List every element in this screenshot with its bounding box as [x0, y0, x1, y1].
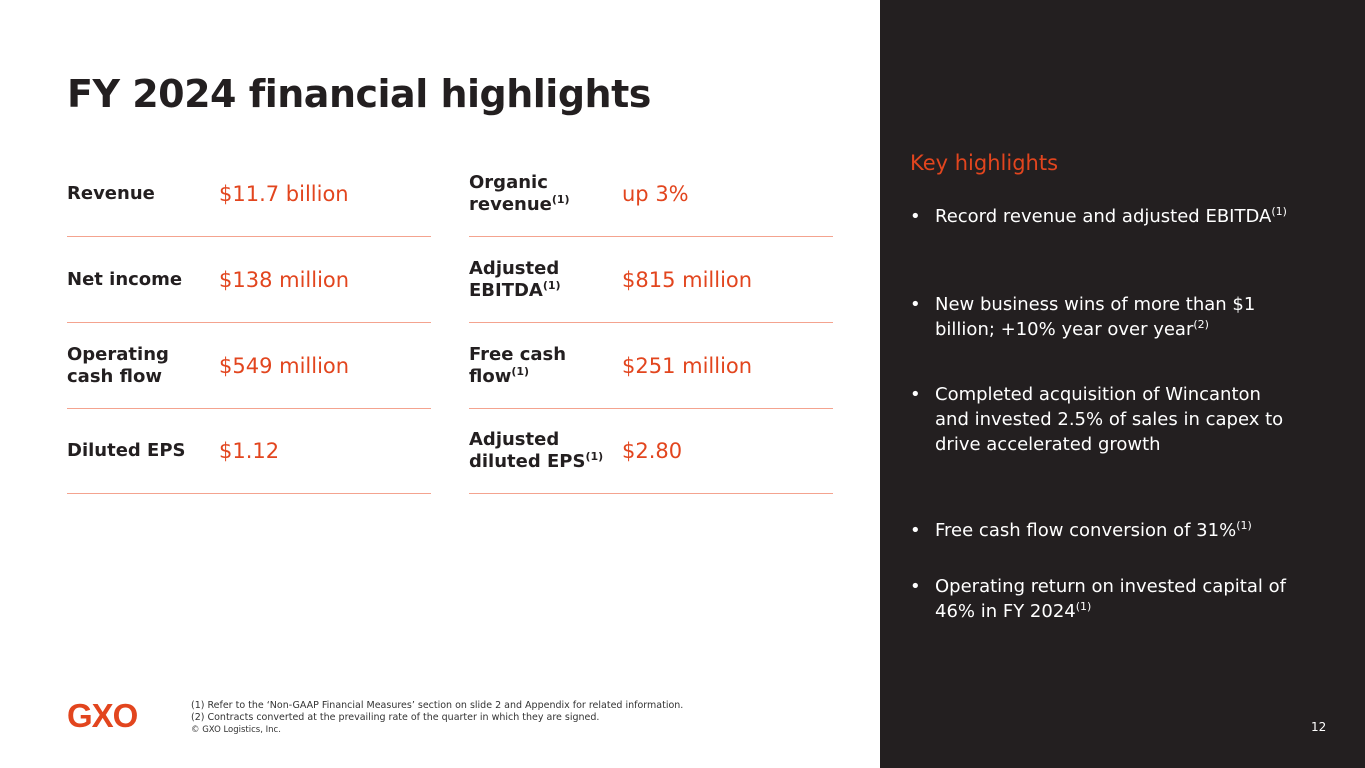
metric-label: Operating cash flow — [67, 323, 217, 409]
copyright: © GXO Logistics, Inc. — [191, 725, 281, 735]
divider — [469, 321, 833, 323]
metric-label-text: Adjusted diluted EPS — [469, 429, 586, 472]
metric-right-3: Adjusted diluted EPS(1) $2.80 — [469, 408, 833, 494]
highlight-item: • Operating return on invested capital of… — [910, 574, 1290, 624]
metric-label: Adjusted EBITDA(1) — [469, 237, 619, 323]
metric-label: Revenue — [67, 151, 217, 237]
metric-value: $2.80 — [622, 439, 683, 463]
highlight-item: • Record revenue and adjusted EBITDA(1) — [910, 204, 1290, 229]
divider — [67, 235, 431, 237]
footnotes: (1) Refer to the ‘Non-GAAP Financial Mea… — [191, 700, 791, 736]
bullet-icon: • — [910, 294, 921, 315]
metric-right-1: Adjusted EBITDA(1) $815 million — [469, 237, 833, 323]
metric-left-0: Revenue $11.7 billion — [67, 151, 431, 237]
metric-label-text: Diluted EPS — [67, 440, 186, 461]
gxo-logo: GXO — [67, 697, 138, 734]
highlight-item: • Free cash flow conversion of 31%(1) — [910, 518, 1290, 543]
metric-label: Diluted EPS — [67, 408, 217, 494]
footnote-ref: (1) — [551, 193, 570, 206]
highlight-item: • Completed acquisition of Wincanton and … — [910, 382, 1290, 457]
page-number: 12 — [1311, 720, 1327, 734]
bullet-icon: • — [910, 520, 921, 541]
divider — [469, 492, 833, 494]
metric-value: $549 million — [219, 354, 350, 378]
metric-label-text: Net income — [67, 269, 183, 290]
footnote-ref: (1) — [1075, 600, 1092, 613]
footnote-ref: (2) — [1193, 318, 1209, 331]
metric-label: Net income — [67, 237, 217, 323]
footnote-ref: (1) — [1236, 519, 1252, 532]
highlight-text: Free cash flow conversion of 31% — [935, 520, 1237, 541]
divider — [469, 407, 833, 409]
divider — [469, 235, 833, 237]
highlight-text: Completed acquisition of Wincanton and i… — [935, 384, 1284, 455]
metric-value: $1.12 — [219, 439, 280, 463]
footnote-ref: (1) — [542, 279, 561, 292]
bullet-icon: • — [910, 206, 921, 227]
highlight-text: New business wins of more than $1 billio… — [935, 294, 1256, 340]
bullet-icon: • — [910, 384, 921, 405]
divider — [67, 407, 431, 409]
footnote-1: (1) Refer to the ‘Non-GAAP Financial Mea… — [191, 700, 684, 711]
metric-label: Organic revenue(1) — [469, 151, 619, 237]
metric-value: $251 million — [622, 354, 753, 378]
metric-value: $815 million — [622, 268, 753, 292]
footnote-ref: (1) — [511, 365, 530, 378]
divider — [67, 321, 431, 323]
metric-right-2: Free cash flow(1) $251 million — [469, 323, 833, 409]
highlight-text: Record revenue and adjusted EBITDA — [935, 206, 1272, 227]
metric-label: Free cash flow(1) — [469, 323, 619, 409]
metric-value: $11.7 billion — [219, 182, 349, 206]
metric-label-text: Adjusted EBITDA — [469, 258, 560, 301]
metric-label-text: Revenue — [67, 183, 155, 204]
footnote-ref: (1) — [1271, 205, 1287, 218]
highlight-item: • New business wins of more than $1 billi… — [910, 292, 1290, 342]
bullet-icon: • — [910, 576, 921, 597]
metric-left-2: Operating cash flow $549 million — [67, 323, 431, 409]
footnote-ref: (1) — [585, 450, 604, 463]
metric-left-3: Diluted EPS $1.12 — [67, 408, 431, 494]
metric-label-text: Operating cash flow — [67, 344, 169, 387]
metric-value: up 3% — [622, 182, 689, 206]
metric-value: $138 million — [219, 268, 350, 292]
metric-right-0: Organic revenue(1) up 3% — [469, 151, 833, 237]
metric-left-1: Net income $138 million — [67, 237, 431, 323]
footnote-2: (2) Contracts converted at the prevailin… — [191, 712, 600, 723]
metric-label-text: Organic revenue — [469, 172, 552, 215]
page-title: FY 2024 financial highlights — [67, 72, 651, 116]
highlight-text: Operating return on invested capital of … — [935, 576, 1286, 622]
key-highlights-panel: Key highlights • Record revenue and adjus… — [880, 0, 1365, 768]
metric-label-text: Free cash flow — [469, 344, 567, 387]
divider — [67, 492, 431, 494]
metric-label: Adjusted diluted EPS(1) — [469, 408, 619, 494]
key-highlights-heading: Key highlights — [910, 151, 1059, 175]
